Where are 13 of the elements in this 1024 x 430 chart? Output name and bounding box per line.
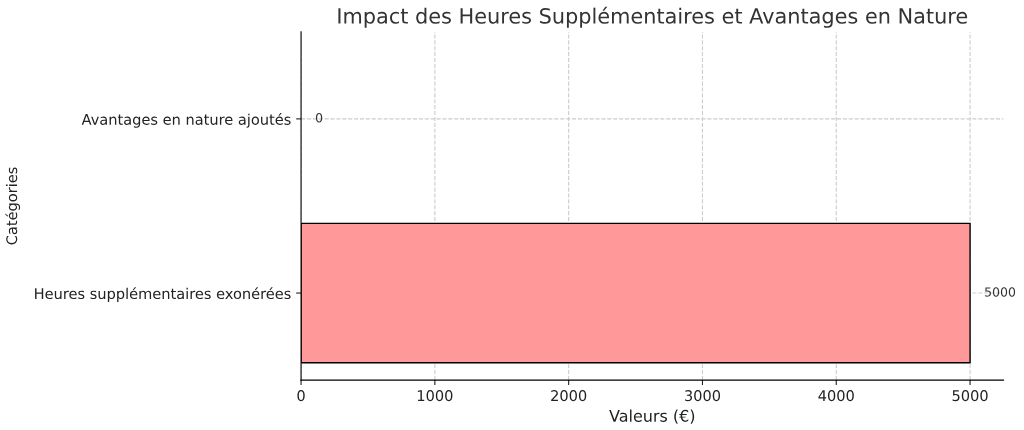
x-tick-label: 3000 — [685, 390, 721, 402]
x-tick-label: 5000 — [952, 390, 988, 402]
y-tick-label: Avantages en nature ajoutés — [81, 113, 291, 128]
y-axis-title: Catégories — [5, 167, 21, 245]
data-label: 0 — [315, 113, 323, 123]
data-label: 5000 — [985, 287, 1016, 297]
x-tick-label: 0 — [297, 390, 305, 402]
x-tick-label: 2000 — [551, 390, 587, 402]
x-tick-label: 4000 — [818, 390, 854, 402]
y-tick-label: Heures supplémentaires exonérées — [35, 287, 291, 302]
x-axis-title: Valeurs (€) — [609, 409, 695, 424]
x-tick-label: 1000 — [417, 390, 453, 402]
chart-title: Impact des Heures Supplémentaires et Avantages en Nature — [338, 6, 968, 28]
